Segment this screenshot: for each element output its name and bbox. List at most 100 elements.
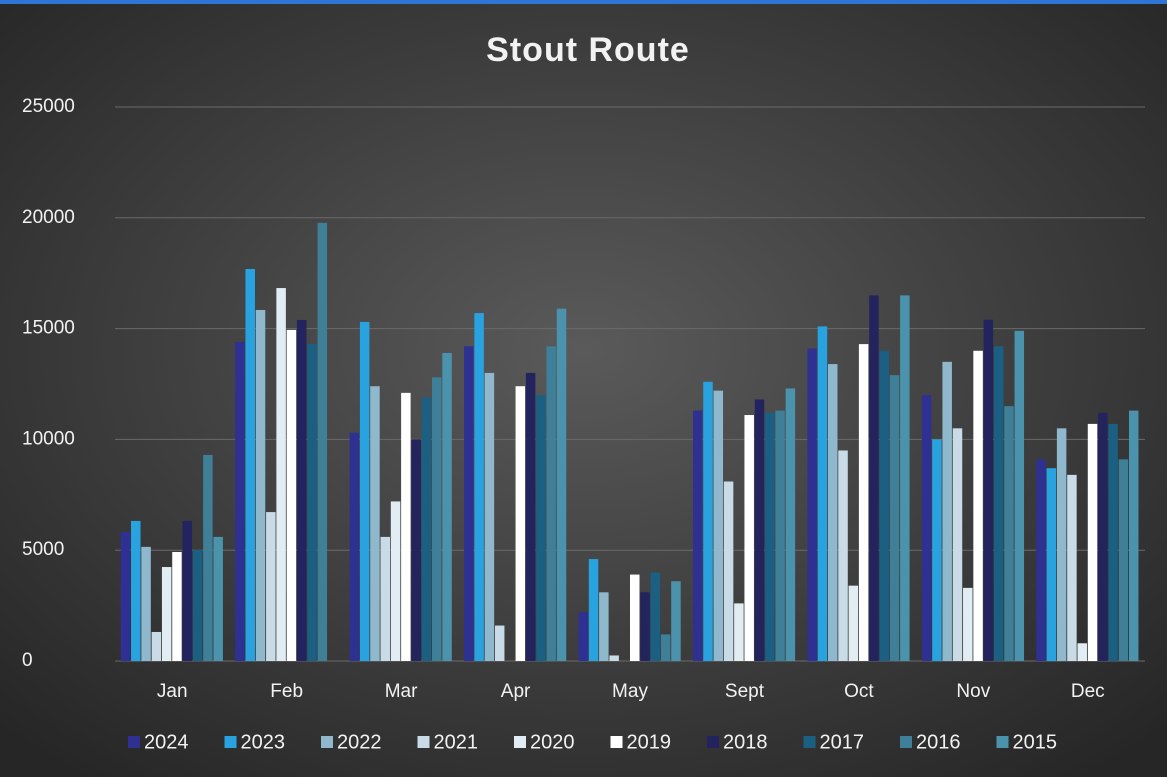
bar: [775, 410, 785, 661]
bar: [848, 585, 859, 661]
bar: [286, 329, 297, 661]
bar: [921, 395, 932, 661]
x-tick-label: Jan: [157, 681, 188, 702]
y-tick-label: 5000: [22, 539, 64, 560]
bar: [421, 397, 432, 661]
bar: [1014, 330, 1025, 661]
bar: [182, 520, 193, 661]
bar: [172, 551, 182, 661]
legend-label: 2023: [241, 731, 286, 753]
bar: [650, 572, 661, 661]
bar: [754, 399, 765, 661]
legend-swatch: [128, 736, 140, 748]
bar: [983, 319, 994, 661]
y-tick-label: 25000: [22, 96, 75, 117]
bar: [734, 603, 744, 661]
y-tick-label: 15000: [22, 318, 75, 339]
x-tick-label: Mar: [385, 681, 418, 702]
bar: [245, 268, 255, 661]
legend-swatch: [321, 736, 333, 748]
bar: [120, 532, 131, 661]
bar: [713, 390, 724, 661]
legend-label: 2019: [627, 731, 672, 753]
legend-label: 2015: [1013, 731, 1058, 753]
bar: [765, 412, 775, 661]
bar: [900, 295, 910, 661]
chart-title: Stout Route: [486, 31, 690, 69]
bar: [255, 309, 266, 661]
bar: [307, 343, 317, 661]
legend-label: 2016: [916, 731, 961, 753]
bar: [525, 372, 536, 661]
bar: [494, 625, 505, 661]
bar: [1046, 468, 1057, 661]
legend-label: 2018: [723, 731, 768, 753]
bar: [235, 341, 245, 661]
bar: [609, 655, 619, 661]
top-border: [0, 0, 1167, 4]
bar: [464, 346, 474, 661]
x-tick-label: Dec: [1071, 681, 1105, 702]
bar: [484, 372, 495, 661]
bar: [515, 386, 526, 661]
bar: [432, 377, 442, 661]
bar: [723, 481, 734, 661]
bar: [942, 361, 952, 661]
legend-label: 2022: [337, 731, 382, 753]
bar: [827, 364, 838, 661]
bar: [536, 395, 546, 661]
y-tick-label: 0: [22, 650, 33, 671]
bar: [1036, 459, 1046, 661]
bar: [660, 634, 671, 661]
bar: [380, 536, 391, 661]
bar: [838, 450, 848, 661]
bar: [588, 559, 599, 661]
bar: [546, 346, 556, 661]
bar: [370, 386, 380, 661]
bar: [599, 592, 609, 661]
bar: [203, 454, 213, 661]
bar: [1004, 406, 1014, 661]
bar: [349, 432, 360, 661]
bar: [1067, 474, 1077, 661]
legend-label: 2017: [820, 731, 865, 753]
bar: [963, 587, 973, 661]
bar: [192, 549, 203, 661]
x-tick-label: Nov: [956, 681, 990, 702]
bar: [692, 410, 703, 661]
bar: [131, 520, 141, 661]
legend-label: 2020: [530, 731, 575, 753]
bar: [266, 512, 276, 661]
y-tick-label: 10000: [22, 428, 75, 449]
bar: [785, 388, 796, 661]
legend-label: 2021: [434, 731, 479, 753]
bar: [973, 350, 983, 661]
bar: [141, 546, 151, 661]
x-tick-label: Oct: [844, 681, 874, 702]
bar: [858, 344, 869, 661]
x-tick-label: May: [612, 681, 648, 702]
bar: [401, 392, 411, 661]
legend-swatch: [514, 736, 526, 748]
bar: [640, 592, 650, 661]
bar: [151, 631, 162, 661]
bar: [807, 348, 817, 661]
bar: [411, 439, 421, 661]
legend-swatch: [803, 736, 816, 748]
bar: [671, 581, 681, 661]
x-tick-label: Sept: [725, 681, 765, 702]
legend-swatch: [610, 736, 623, 748]
bar: [952, 428, 963, 661]
legend-swatch: [900, 736, 912, 748]
bar: [993, 346, 1004, 661]
bar: [1108, 423, 1118, 661]
bar: [442, 352, 452, 661]
bar: [578, 612, 588, 661]
bar: [213, 536, 223, 661]
bar: [1098, 412, 1108, 661]
x-tick-label: Apr: [501, 681, 531, 702]
x-tick-label: Feb: [270, 681, 303, 702]
bar: [359, 321, 370, 661]
